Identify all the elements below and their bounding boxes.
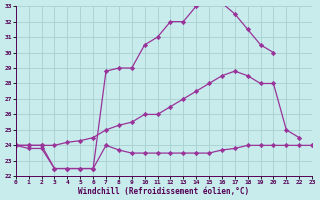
X-axis label: Windchill (Refroidissement éolien,°C): Windchill (Refroidissement éolien,°C) [78, 187, 250, 196]
